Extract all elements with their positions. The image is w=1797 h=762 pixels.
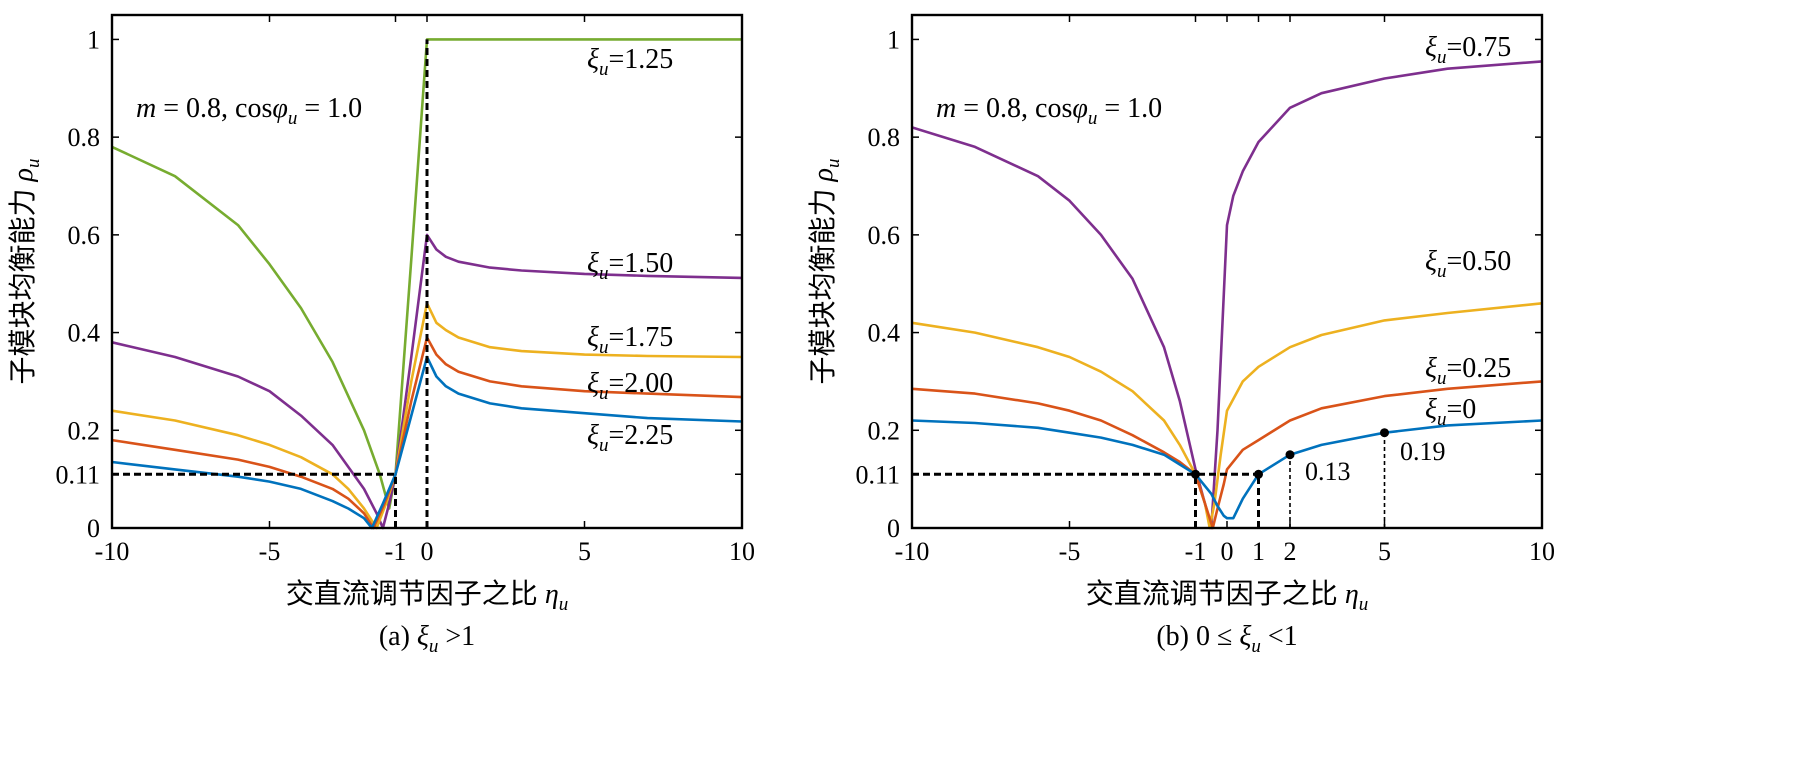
series-label-1.75: ξu=1.75 (587, 322, 673, 358)
x-tick-label: -1 (1185, 537, 1207, 566)
x-tick-label: -10 (95, 537, 130, 566)
parameter-annotation: m = 0.8, cosφu = 1.0 (936, 93, 1162, 129)
series-label-2.25: ξu=2.25 (587, 420, 673, 456)
marker-label: 0.19 (1400, 437, 1446, 466)
y-tick-label: 0.2 (68, 416, 101, 445)
x-tick-label: 1 (1252, 537, 1265, 566)
data-marker (1254, 469, 1263, 479)
y-tick-label: 0.11 (855, 460, 900, 489)
x-tick-label: 0 (421, 537, 434, 566)
data-marker (1380, 428, 1389, 438)
y-tick-label: 1 (87, 25, 100, 54)
data-marker (1191, 469, 1200, 479)
series-line-0 (911, 419, 1543, 520)
series-label-1.25: ξu=1.25 (587, 44, 673, 80)
series-line-2.25 (111, 355, 743, 530)
y-tick-label: 0.8 (68, 123, 101, 152)
x-tick-label: -10 (895, 537, 930, 566)
series-label-0.25: ξu=0.25 (1425, 353, 1511, 389)
x-tick-label: -1 (385, 537, 407, 566)
x-tick-label: -5 (1059, 537, 1081, 566)
x-tick-label: 2 (1284, 537, 1297, 566)
plot-frame (910, 13, 1544, 530)
parameter-annotation: m = 0.8, cosφu = 1.0 (136, 93, 362, 129)
marker-label: 0.13 (1305, 457, 1351, 486)
x-tick-label: 5 (578, 537, 591, 566)
x-tick-label: -5 (259, 537, 281, 566)
x-tick-label: 0 (1221, 537, 1234, 566)
y-tick-label: 0.4 (68, 319, 101, 348)
y-axis-label: 子模块均衡能力 ρu (7, 159, 44, 385)
x-tick-label: 10 (729, 537, 755, 566)
y-tick-label: 0.11 (55, 460, 100, 489)
y-tick-label: 0.2 (868, 416, 901, 445)
y-axis-label: 子模块均衡能力 ρu (807, 159, 844, 385)
x-axis-label: 交直流调节因子之比 ηu (1086, 578, 1368, 615)
series-label-0: ξu=0 (1425, 394, 1476, 430)
data-marker (1285, 450, 1295, 460)
y-tick-label: 0 (887, 514, 900, 543)
panel-caption: (b) 0 ≤ ξu <1 (1156, 621, 1297, 657)
y-tick-label: 1 (887, 25, 900, 54)
x-tick-label: 10 (1529, 537, 1555, 566)
y-tick-label: 0.6 (68, 221, 101, 250)
series-label-2.00: ξu=2.00 (587, 368, 673, 404)
x-tick-label: 5 (1378, 537, 1391, 566)
plot-frame (110, 13, 744, 530)
chart-panel-a: -10 -5 -1 0 5 1000.110.20.40.60.81ξu=1.25ξu=1… (7, 13, 755, 657)
series-label-1.50: ξu=1.50 (587, 248, 673, 284)
y-tick-label: 0.8 (868, 123, 901, 152)
y-tick-label: 0.4 (868, 319, 901, 348)
y-tick-label: 0 (87, 514, 100, 543)
x-axis-label: 交直流调节因子之比 ηu (286, 578, 568, 615)
series-label-0.50: ξu=0.50 (1425, 246, 1511, 282)
series-label-0.75: ξu=0.75 (1425, 32, 1511, 68)
series-line-0.75 (911, 60, 1543, 530)
y-tick-label: 0.6 (868, 221, 901, 250)
panel-caption: (a) ξu >1 (379, 621, 475, 657)
